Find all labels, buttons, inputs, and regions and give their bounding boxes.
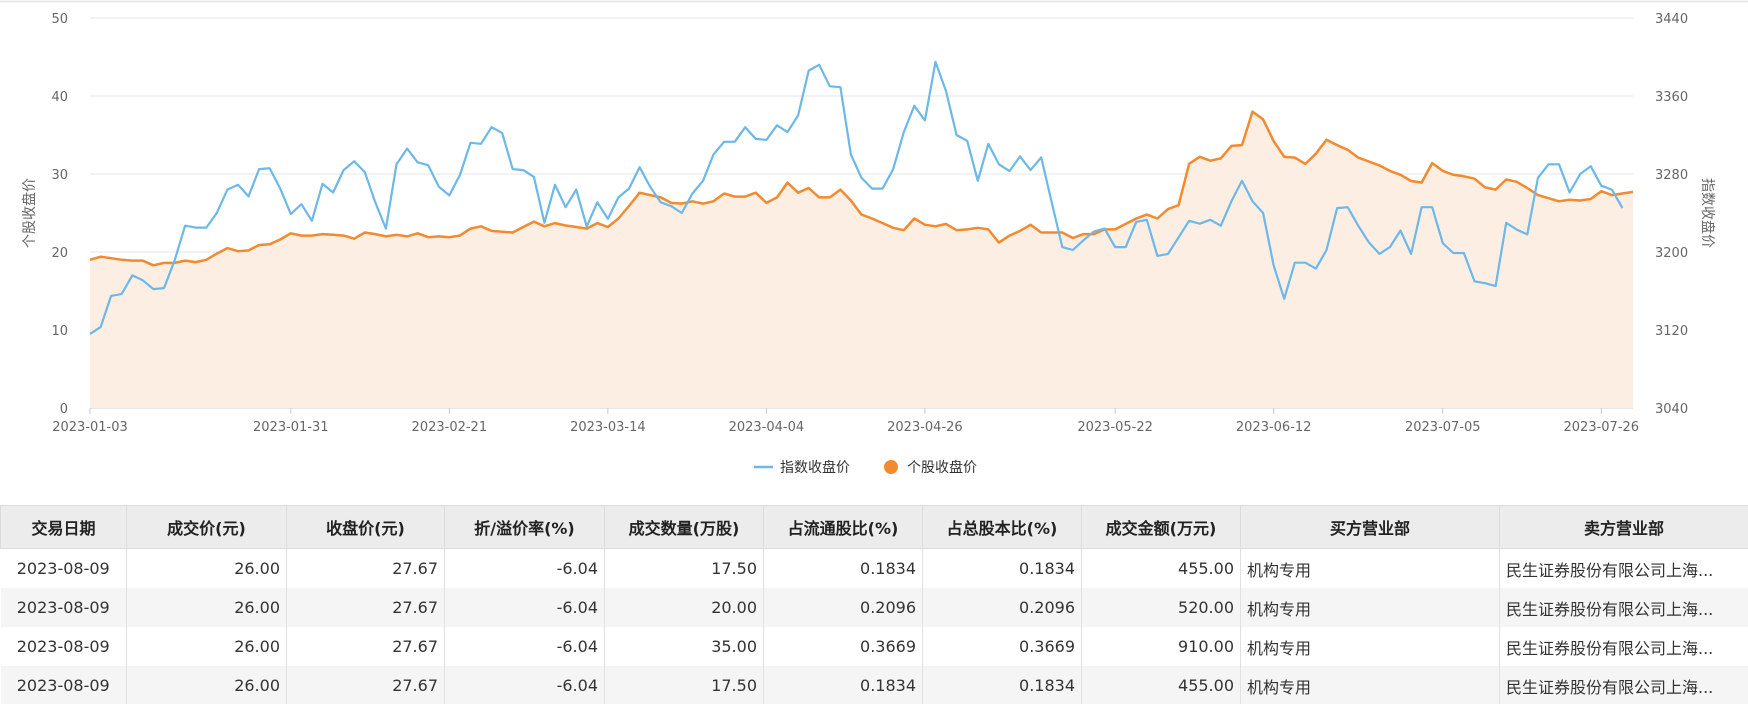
legend-index-label: 指数收盘价	[780, 459, 850, 476]
table-cell: 0.2096	[763, 588, 923, 627]
table-cell: 2023-08-09	[0, 548, 127, 588]
y-left-axis-title: 个股收盘价	[21, 178, 38, 248]
x-tick-label: 2023-06-12	[1236, 420, 1312, 435]
legend[interactable]: 指数收盘价 个股收盘价	[754, 459, 977, 476]
y-right-axis-title: 指数收盘价	[1699, 178, 1716, 248]
y-right-tick-label: 3040	[1655, 402, 1688, 417]
table-cell: 27.67	[286, 666, 445, 704]
index-price-line	[89, 60, 1624, 335]
table-cell: 0.3669	[763, 627, 923, 666]
y-left-tick-label: 10	[51, 324, 68, 339]
x-tick-label: 2023-07-26	[1564, 420, 1640, 435]
table-cell: 民生证券股份有限公司上海...	[1499, 666, 1748, 704]
table-cell: 26.00	[126, 548, 287, 588]
x-tick-label: 2023-03-14	[570, 420, 646, 435]
table-cell: 455.00	[1081, 666, 1241, 704]
table-cell: 0.1834	[922, 666, 1082, 704]
table-cell: 20.00	[604, 588, 764, 627]
y-right-tick-label: 3120	[1655, 324, 1688, 339]
x-tick-label: 2023-02-21	[412, 420, 488, 435]
table-cell: 2023-08-09	[0, 588, 127, 627]
column-header: 成交金额(万元)	[1081, 505, 1241, 549]
table-row: 2023-08-09 26.00 27.67 -6.04 35.00 0.3669 0.36…	[0, 627, 1748, 666]
y-left-tick-label: 30	[51, 168, 68, 183]
table-cell: -6.04	[444, 548, 605, 588]
table-cell: 455.00	[1081, 548, 1241, 588]
series-lines	[89, 60, 1634, 335]
x-tick-label: 2023-01-31	[253, 420, 329, 435]
table-cell: 2023-08-09	[0, 666, 127, 704]
table-cell: 机构专用	[1240, 588, 1500, 627]
table-cell: 910.00	[1081, 627, 1241, 666]
table-cell: 35.00	[604, 627, 764, 666]
column-header: 买方营业部	[1240, 505, 1500, 549]
column-header: 占总股本比(%)	[922, 505, 1082, 549]
stock-area-layer	[90, 111, 1633, 408]
y-left-tick-label: 40	[51, 90, 68, 105]
legend-stock-label: 个股收盘价	[907, 459, 977, 476]
table-cell: 0.3669	[922, 627, 1082, 666]
chart-area: 0 3040 10 3120 20 3200 30 3280 40 3360 50 3440 个股收盘价…	[0, 0, 1748, 476]
y-left-tick-label: 50	[51, 12, 68, 27]
x-tick-label: 2023-05-22	[1077, 420, 1153, 435]
table-cell: 民生证券股份有限公司上海...	[1499, 588, 1748, 627]
table-cell: 机构专用	[1240, 666, 1500, 704]
table-cell: 2023-08-09	[0, 627, 127, 666]
line-chart: 0 3040 10 3120 20 3200 30 3280 40 3360 50 3440 个股收盘价…	[0, 0, 1748, 476]
table-cell: 520.00	[1081, 588, 1241, 627]
column-header: 交易日期	[0, 505, 127, 549]
stock-price-line	[89, 110, 1634, 267]
table-cell: 26.00	[126, 627, 287, 666]
table-row: 2023-08-09 26.00 27.67 -6.04 17.50 0.1834 0.18…	[0, 548, 1748, 588]
table-cell: 17.50	[604, 666, 764, 704]
y-right-tick-label: 3200	[1655, 246, 1688, 261]
block-trade-table: 交易日期 成交价(元) 收盘价(元) 折/溢价率(%) 成交数量(万股) 占流通股比(%)…	[0, 505, 1748, 704]
table-cell: 26.00	[126, 666, 287, 704]
x-tick-label: 2023-04-26	[887, 420, 963, 435]
stock-price-area	[90, 111, 1633, 408]
table-cell: 26.00	[126, 588, 287, 627]
table-row: 2023-08-09 26.00 27.67 -6.04 20.00 0.2096 0.20…	[0, 588, 1748, 627]
block-trade-table-container: 交易日期 成交价(元) 收盘价(元) 折/溢价率(%) 成交数量(万股) 占流通股比(%)…	[0, 505, 1748, 704]
table-header-row: 交易日期 成交价(元) 收盘价(元) 折/溢价率(%) 成交数量(万股) 占流通股比(%)…	[0, 505, 1748, 549]
table-cell: -6.04	[444, 627, 605, 666]
table-cell: -6.04	[444, 666, 605, 704]
table-cell: 0.1834	[922, 548, 1082, 588]
axes: 0 3040 10 3120 20 3200 30 3280 40 3360 50 3440 个股收盘价…	[21, 12, 1716, 435]
table-cell: 机构专用	[1240, 548, 1500, 588]
table-row: 2023-08-09 26.00 27.67 -6.04 17.50 0.1834 0.18…	[0, 666, 1748, 704]
column-header: 收盘价(元)	[286, 505, 445, 549]
y-right-tick-label: 3360	[1655, 90, 1688, 105]
column-header: 占流通股比(%)	[763, 505, 923, 549]
y-right-tick-label: 3440	[1655, 12, 1688, 27]
table-cell: 27.67	[286, 548, 445, 588]
y-left-tick-label: 20	[51, 246, 68, 261]
column-header: 折/溢价率(%)	[444, 505, 605, 549]
table-cell: 0.1834	[763, 666, 923, 704]
column-header: 成交数量(万股)	[604, 505, 764, 549]
column-header: 卖方营业部	[1499, 505, 1748, 549]
table-cell: 0.1834	[763, 548, 923, 588]
y-right-tick-label: 3280	[1655, 168, 1688, 183]
table-cell: 27.67	[286, 588, 445, 627]
column-header: 成交价(元)	[126, 505, 287, 549]
table-cell: 民生证券股份有限公司上海...	[1499, 627, 1748, 666]
x-tick-label: 2023-01-03	[52, 420, 128, 435]
table-cell: -6.04	[444, 588, 605, 627]
table-cell: 民生证券股份有限公司上海...	[1499, 548, 1748, 588]
x-tick-label: 2023-04-04	[729, 420, 805, 435]
y-left-tick-label: 0	[60, 402, 68, 417]
x-tick-label: 2023-07-05	[1405, 420, 1481, 435]
table-cell: 27.67	[286, 627, 445, 666]
table-cell: 17.50	[604, 548, 764, 588]
table-cell: 机构专用	[1240, 627, 1500, 666]
legend-stock-marker	[884, 460, 898, 474]
table-cell: 0.2096	[922, 588, 1082, 627]
